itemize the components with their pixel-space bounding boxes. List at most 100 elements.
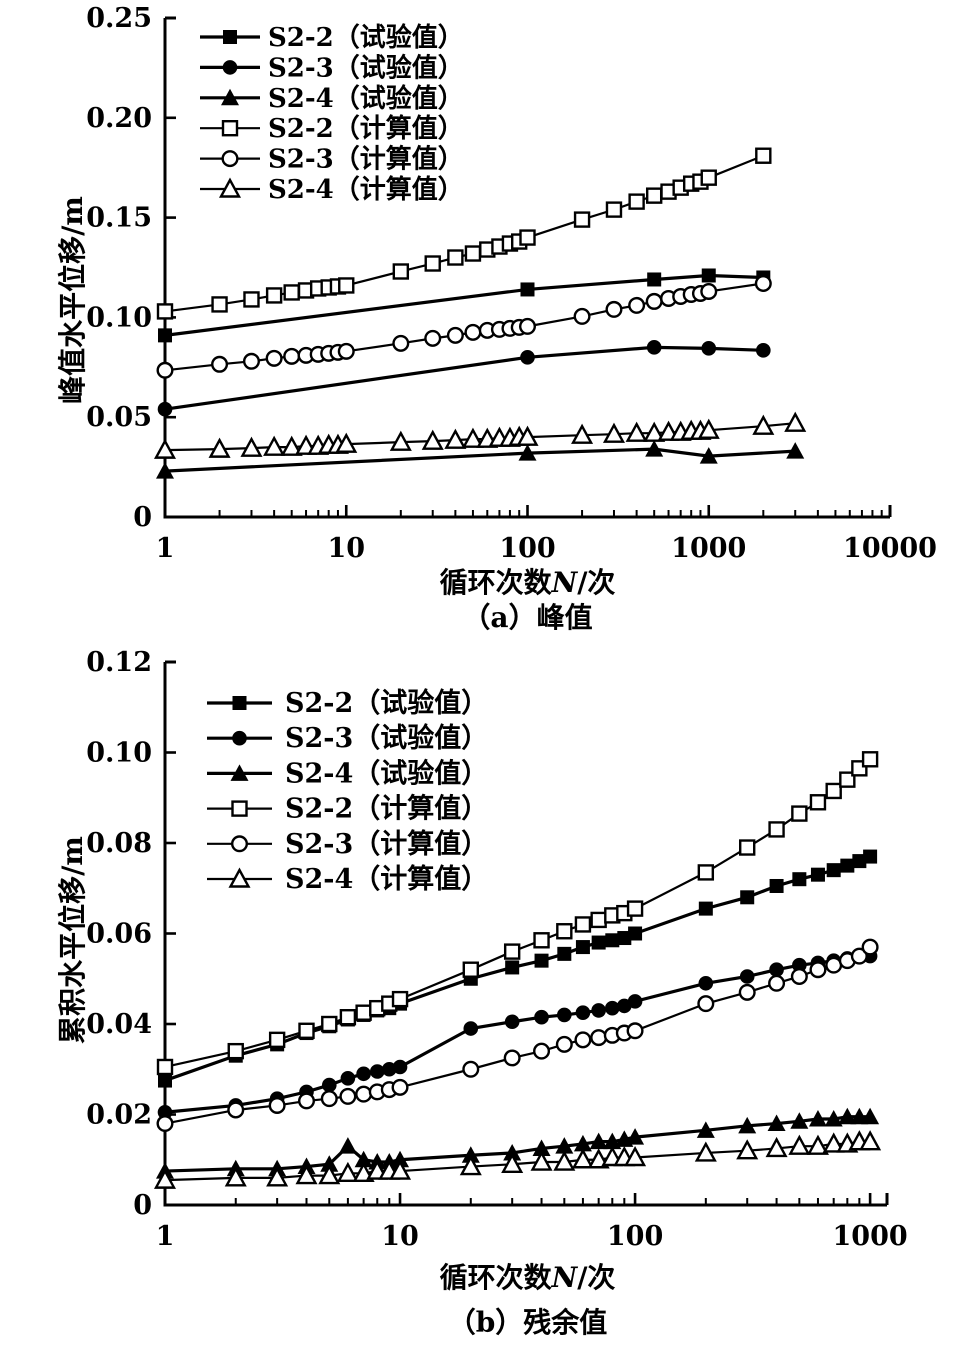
data-point-marker bbox=[320, 1155, 339, 1172]
data-point-marker bbox=[340, 1071, 356, 1086]
data-point-marker bbox=[617, 931, 632, 946]
legend-item-b-s24-test: S2-4（试验值） bbox=[207, 757, 488, 789]
data-point-marker bbox=[265, 287, 283, 304]
x-tick-label: 1000 bbox=[671, 533, 746, 564]
data-point-marker bbox=[574, 916, 592, 933]
data-point-marker bbox=[700, 169, 717, 186]
data-point-marker bbox=[156, 462, 174, 479]
x-tick-label: 1 bbox=[156, 533, 175, 564]
data-point-marker bbox=[740, 890, 755, 905]
series-a-s23-calc bbox=[156, 274, 772, 379]
data-point-marker bbox=[825, 956, 843, 974]
data-point-marker bbox=[263, 435, 286, 456]
data-point-marker bbox=[533, 932, 550, 949]
legend-marker bbox=[222, 60, 238, 75]
y-tick-label: 0.04 bbox=[86, 1009, 152, 1040]
data-point-marker bbox=[809, 794, 827, 811]
chart-b-y-axis-title: 累积水平位移/m bbox=[56, 836, 89, 1044]
legend-marker bbox=[221, 150, 239, 168]
data-point-marker bbox=[699, 447, 718, 464]
chart-a-y-axis-title: 峰值水平位移/m bbox=[56, 196, 89, 404]
chart-b-x-ticks: 1 10 100 1000 bbox=[156, 1193, 908, 1252]
data-point-marker bbox=[339, 1087, 357, 1105]
data-point-marker bbox=[852, 854, 867, 869]
data-point-marker bbox=[822, 1132, 845, 1153]
data-point-marker bbox=[421, 429, 444, 450]
chart-a-legend: S2-2（试验值）S2-3（试验值）S2-4（试验值）S2-2（计算值）S2-3… bbox=[200, 22, 464, 205]
data-point-marker bbox=[321, 1015, 338, 1033]
series-a-s24-calc bbox=[153, 411, 807, 459]
legend-item-a-s23-test: S2-3（试验值） bbox=[200, 52, 464, 83]
data-point-marker bbox=[791, 805, 808, 822]
data-point-marker bbox=[266, 1166, 289, 1187]
data-point-marker bbox=[321, 1077, 337, 1093]
y-tick-label: 0.10 bbox=[86, 302, 152, 333]
data-point-marker bbox=[645, 292, 663, 310]
data-point-marker bbox=[227, 1042, 244, 1060]
legend-marker bbox=[221, 88, 239, 106]
data-point-marker bbox=[392, 263, 410, 280]
data-point-marker bbox=[573, 1134, 592, 1152]
legend-item-a-s22-test: S2-2（试验值） bbox=[200, 22, 464, 53]
y-tick-label: 0.25 bbox=[86, 3, 152, 34]
data-point-marker bbox=[520, 282, 535, 297]
data-point-marker bbox=[156, 361, 174, 379]
data-point-marker bbox=[626, 1128, 645, 1145]
data-point-marker bbox=[602, 422, 625, 443]
data-point-marker bbox=[786, 442, 805, 459]
legend-item-a-s24-test: S2-4（试验值） bbox=[200, 83, 464, 114]
data-point-marker bbox=[462, 1060, 480, 1078]
data-point-marker bbox=[463, 1021, 479, 1036]
data-point-marker bbox=[810, 867, 825, 882]
series-line bbox=[164, 855, 871, 1083]
data-point-marker bbox=[555, 1137, 574, 1154]
data-point-marker bbox=[444, 428, 467, 449]
data-point-marker bbox=[557, 946, 572, 961]
data-point-marker bbox=[571, 1148, 594, 1169]
data-point-marker bbox=[739, 969, 755, 984]
data-point-marker bbox=[518, 444, 537, 461]
data-point-marker bbox=[840, 858, 855, 873]
legend-label: S2-3（计算值） bbox=[268, 144, 464, 175]
data-point-marker bbox=[156, 1058, 174, 1076]
data-point-marker bbox=[557, 1007, 572, 1023]
data-point-marker bbox=[464, 245, 482, 262]
data-point-marker bbox=[573, 307, 591, 325]
data-point-marker bbox=[571, 423, 594, 444]
data-point-marker bbox=[752, 414, 775, 435]
data-point-marker bbox=[298, 1092, 316, 1110]
data-point-marker bbox=[504, 1014, 520, 1030]
chart-a-y-ticks: 0 0.05 0.10 0.15 0.20 0.25 bbox=[86, 3, 176, 533]
data-point-marker bbox=[765, 1136, 788, 1158]
data-point-marker bbox=[768, 821, 785, 838]
data-point-marker bbox=[645, 440, 664, 457]
legend-label: S2-3（试验值） bbox=[268, 52, 464, 83]
data-point-marker bbox=[698, 901, 713, 916]
data-point-marker bbox=[574, 1031, 592, 1049]
chart-a-x-ticks: 1 10 100 1000 10000 bbox=[156, 505, 937, 564]
data-point-marker bbox=[863, 849, 878, 864]
data-point-marker bbox=[503, 943, 521, 960]
chart-a-xlabel-var: N bbox=[551, 566, 578, 599]
data-point-marker bbox=[839, 771, 856, 788]
data-point-marker bbox=[701, 268, 716, 283]
series-line bbox=[164, 954, 871, 1114]
data-point-marker bbox=[824, 1110, 843, 1127]
data-point-marker bbox=[156, 1115, 174, 1133]
data-point-marker bbox=[647, 272, 662, 287]
data-point-marker bbox=[461, 1146, 480, 1163]
data-point-marker bbox=[575, 1005, 591, 1020]
data-point-marker bbox=[754, 274, 772, 292]
legend-marker bbox=[232, 696, 247, 710]
y-tick-label: 0.06 bbox=[86, 919, 152, 950]
data-point-marker bbox=[790, 967, 808, 985]
x-tick-label: 1 bbox=[156, 1221, 175, 1252]
data-point-marker bbox=[335, 432, 358, 453]
data-point-marker bbox=[697, 418, 720, 439]
data-point-marker bbox=[280, 435, 303, 456]
data-point-marker bbox=[534, 1009, 549, 1025]
data-point-marker bbox=[389, 1159, 412, 1180]
x-tick-label: 100 bbox=[607, 1221, 663, 1252]
data-point-marker bbox=[392, 334, 410, 352]
